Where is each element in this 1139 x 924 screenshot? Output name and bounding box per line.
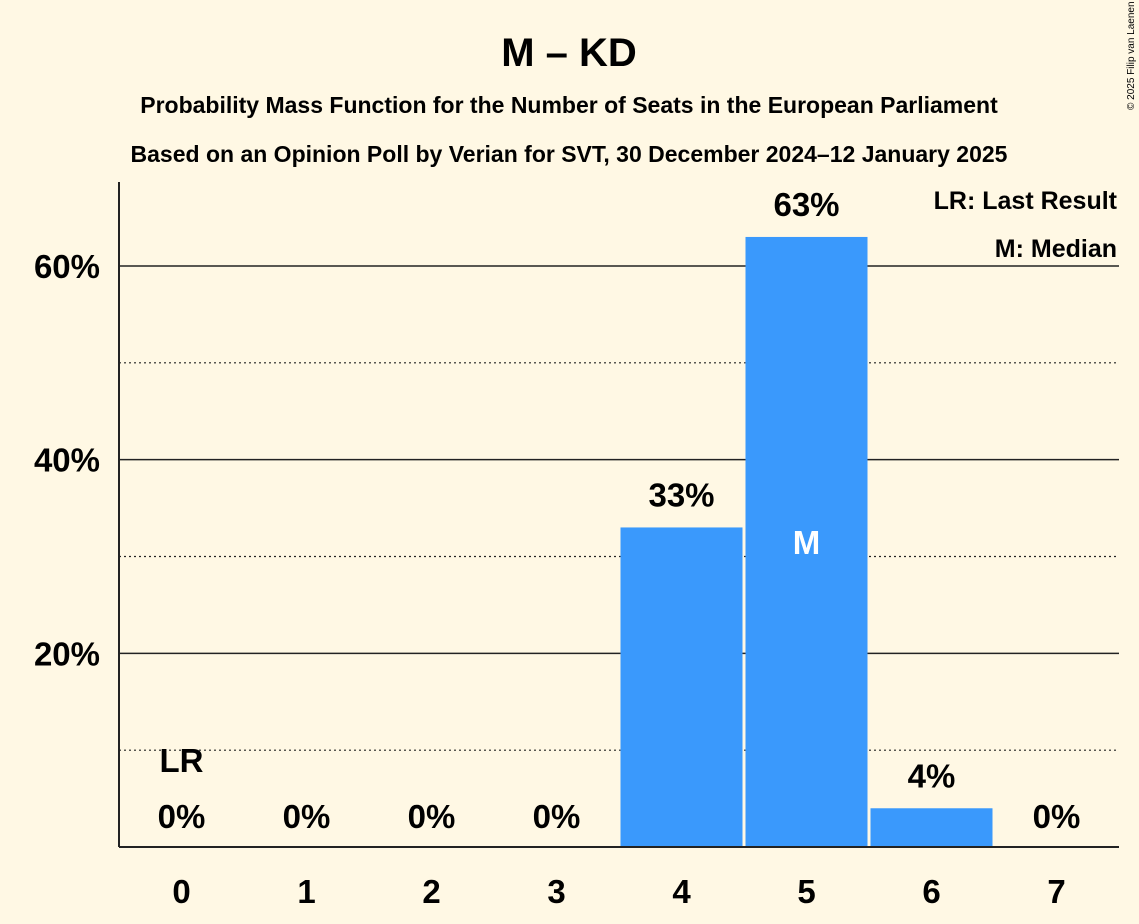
x-tick-label: 0 [172,873,190,910]
bar-labels: 0% 0% 0% 0% 33% 63% 4% 0% LR M [158,186,1081,835]
bar-value-label: 33% [648,476,714,513]
x-tick-label: 5 [797,873,815,910]
bar-seats-4 [620,527,743,847]
x-tick-label: 1 [297,873,315,910]
y-tick-label: 60% [34,248,100,285]
x-tick-label: 2 [422,873,440,910]
x-tick-label: 6 [922,873,940,910]
last-result-marker: LR [160,742,204,779]
chart-subtitle-poll: Based on an Opinion Poll by Verian for S… [131,141,1008,167]
bar-value-label: 0% [1033,798,1081,835]
bar-value-label: 0% [408,798,456,835]
x-tick-label: 3 [547,873,565,910]
y-tick-label: 40% [34,442,100,479]
bar-value-label: 4% [908,757,956,794]
y-tick-label: 20% [34,635,100,672]
chart-title: M – KD [501,31,637,75]
bar-value-label: 63% [773,186,839,223]
axes: 20% 40% 60% 0 1 2 3 4 5 6 7 [34,182,1119,910]
bars [620,236,993,847]
copyright-notice: © 2025 Filip van Laenen [1126,1,1137,110]
chart-subtitle: Probability Mass Function for the Number… [140,92,998,118]
x-tick-label: 7 [1047,873,1065,910]
bar-seats-6 [870,808,993,847]
bar-value-label: 0% [158,798,206,835]
legend: LR: Last Result M: Median [934,187,1118,263]
legend-last-result: LR: Last Result [934,187,1118,215]
x-tick-label: 4 [672,873,691,910]
median-marker: M [793,524,821,561]
legend-median: M: Median [995,235,1117,263]
gridlines [119,265,1119,751]
bar-value-label: 0% [533,798,581,835]
bar-value-label: 0% [283,798,331,835]
bar-seats-5 [745,236,868,847]
